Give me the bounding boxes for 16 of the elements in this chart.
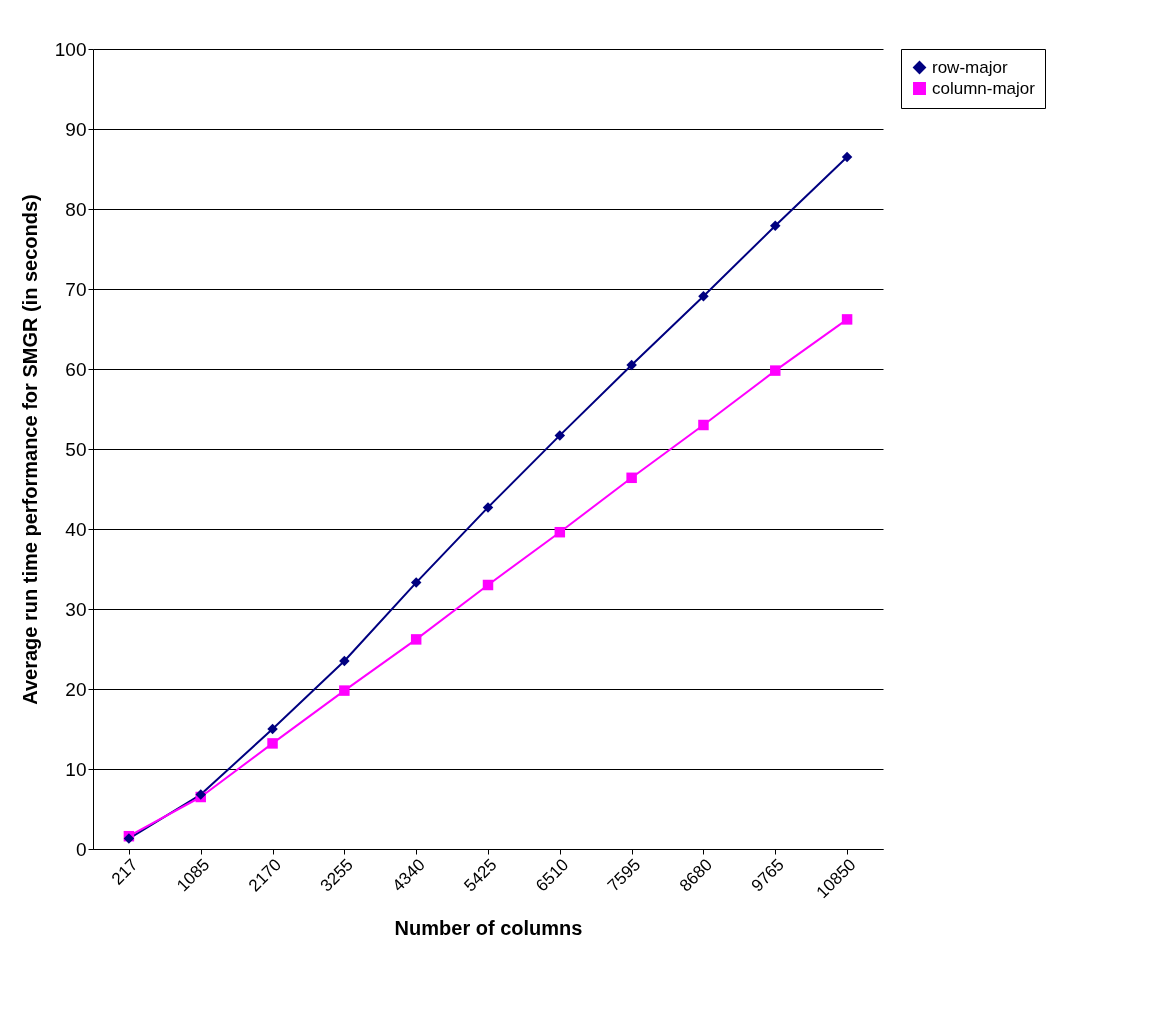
y-tick-label: 90	[65, 118, 87, 140]
legend-label: row-major	[932, 57, 1008, 77]
y-tick-label: 60	[65, 358, 87, 380]
y-tick-label: 40	[65, 518, 87, 540]
y-tick-label: 100	[54, 38, 87, 60]
y-tick-label: 20	[65, 678, 87, 700]
y-tick-label: 30	[65, 598, 87, 620]
y-tick-label: 0	[75, 838, 87, 860]
y-tick-label: 10	[65, 758, 87, 780]
x-axis-title: Number of columns	[394, 917, 583, 940]
x-tick-label: 217	[107, 855, 142, 889]
y-tick-label: 80	[65, 198, 87, 220]
legend-label: column-major	[932, 78, 1036, 98]
y-tick-label: 50	[65, 438, 87, 460]
y-axis-title: Average run time performance for SMGR (in seconds)	[18, 194, 41, 705]
y-tick-label: 70	[65, 278, 87, 300]
